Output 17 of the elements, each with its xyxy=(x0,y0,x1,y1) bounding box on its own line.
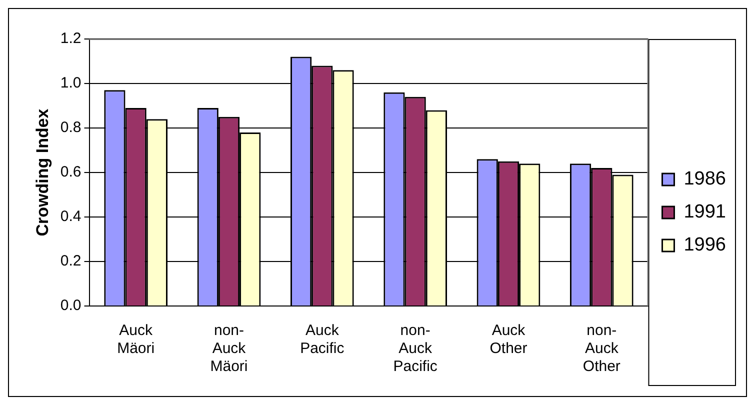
x-tick-label: Auck Pacific xyxy=(300,322,345,358)
y-tick-label: 0.4 xyxy=(60,208,82,226)
x-tick-label: Auck Other xyxy=(490,322,528,358)
y-tick-label: 0.6 xyxy=(60,164,82,181)
legend-label: 1991 xyxy=(684,202,726,223)
x-tick-label: non-Auck Pacific xyxy=(393,322,438,376)
legend-label: 1996 xyxy=(684,234,726,256)
y-tick-label: 0.0 xyxy=(60,297,82,314)
x-tick-label: non-Auck Mäori xyxy=(210,322,248,376)
legend-label: 1986 xyxy=(684,168,726,190)
x-tick-label: Auck Mäori xyxy=(117,322,155,358)
x-tick-label: non-Auck Other xyxy=(582,322,620,376)
y-tick-label: 0.2 xyxy=(60,252,82,270)
y-axis-title: Crowding Index xyxy=(32,108,52,236)
y-tick-label: 1.0 xyxy=(60,74,82,92)
y-tick-label: 1.2 xyxy=(60,30,82,48)
y-tick-label: 0.8 xyxy=(60,119,82,136)
